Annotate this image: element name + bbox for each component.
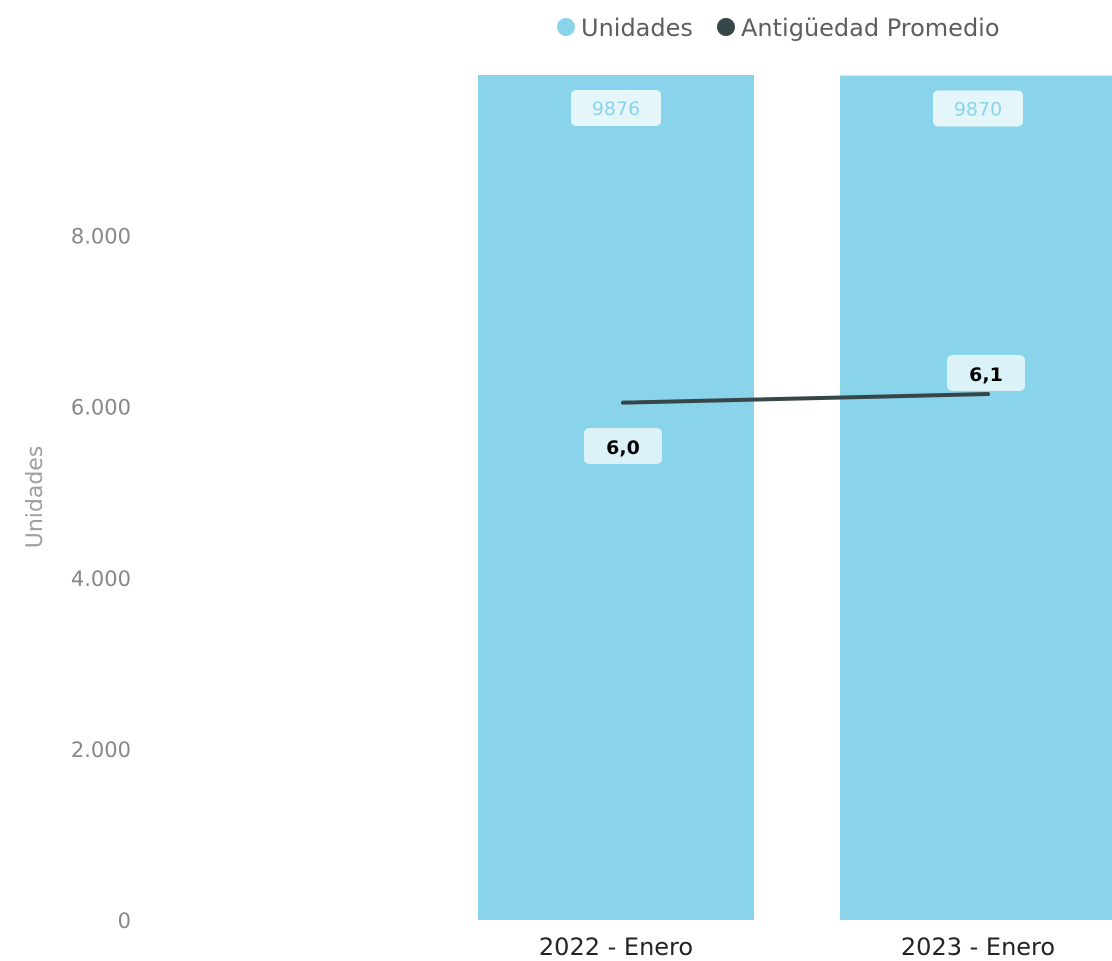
line-point <box>622 402 624 404</box>
legend[interactable]: Unidades Antigüedad Promedio <box>557 14 1000 42</box>
x-category-label: 2023 - Enero <box>901 933 1055 961</box>
line-series: 6,0 6,1 <box>584 355 1025 464</box>
y-tick-label: 0 <box>118 909 131 933</box>
bars: 9876 9870 <box>478 75 1112 920</box>
y-tick-label: 4.000 <box>71 567 131 591</box>
bar-data-label: 9870 <box>954 99 1002 121</box>
legend-marker-unidades <box>557 18 575 36</box>
bar-label-bg <box>933 90 1023 127</box>
bar-label-bg <box>571 90 661 126</box>
y-tick-label: 2.000 <box>71 738 131 762</box>
y-axis-title: Unidades <box>23 446 48 549</box>
legend-marker-antiguedad <box>717 18 735 36</box>
line-data-label: 6,0 <box>606 437 640 459</box>
line-path <box>621 392 990 405</box>
line-label-bg <box>947 355 1025 391</box>
bar <box>478 75 754 920</box>
x-category-label: 2022 - Enero <box>539 933 693 961</box>
bar <box>840 75 1112 920</box>
y-tick-label: 8.000 <box>71 225 131 249</box>
legend-label-unidades: Unidades <box>581 14 693 42</box>
line-data-label: 6,1 <box>969 364 1003 386</box>
y-tick-label: 6.000 <box>71 396 131 420</box>
bar-data-label: 9876 <box>592 98 640 120</box>
legend-label-antiguedad: Antigüedad Promedio <box>741 14 1000 42</box>
line-label-bg <box>584 428 662 464</box>
y-axis-ticks: 0 2.000 4.000 6.000 8.000 <box>71 225 131 933</box>
x-axis-categories: 2022 - Enero 2023 - Enero <box>539 933 1055 961</box>
line-point <box>987 393 989 395</box>
